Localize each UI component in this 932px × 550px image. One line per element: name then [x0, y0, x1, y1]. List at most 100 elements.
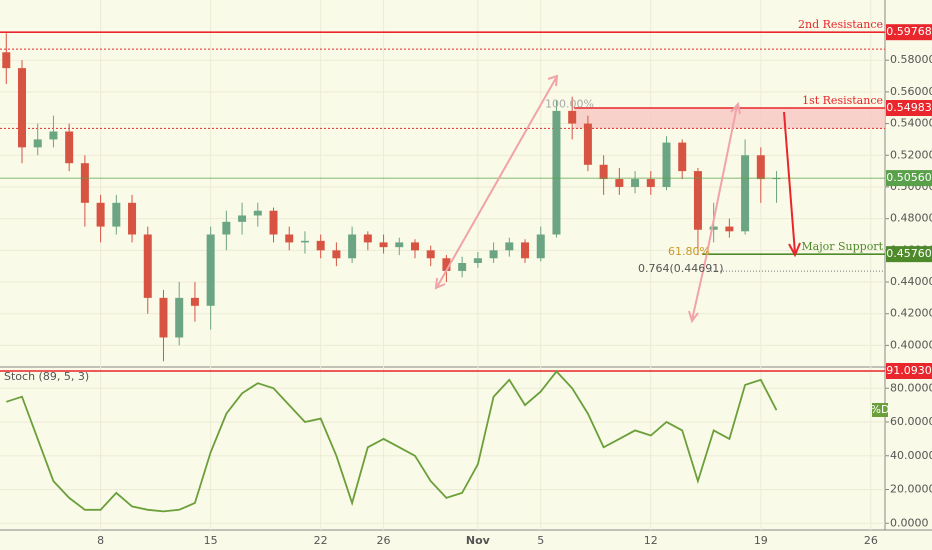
candle-body [631, 179, 640, 187]
arrow [436, 77, 557, 288]
candle-body [552, 110, 561, 235]
arrow [691, 257, 707, 321]
price-label: 91.0930 [886, 364, 932, 377]
arrow-head [688, 310, 699, 324]
candle-body [300, 240, 309, 243]
candle-body [709, 226, 718, 230]
candle-body [395, 242, 404, 248]
y-tick-label: 0.58000 [890, 53, 932, 66]
labels-layer: 8 15 22 26 Nov 5 12 19 26 0.40000 0.42000 0.44000 0.… [4, 18, 932, 547]
legend-box [872, 403, 888, 417]
y-tick-label: 0.44000 [890, 275, 932, 288]
candle-body [505, 242, 514, 251]
x-tick-label: 12 [644, 534, 658, 547]
y-tick-label: 0.56000 [890, 85, 932, 98]
price-label: 0.50560 [886, 171, 932, 184]
price-label: 0.59768 [886, 25, 932, 38]
candle-body [442, 258, 451, 271]
x-tick-label: 15 [204, 534, 218, 547]
y-tick-label: 0.52000 [890, 148, 932, 161]
candle-body [379, 242, 388, 248]
candle-body [662, 142, 671, 187]
x-tick-label: 26 [377, 534, 391, 547]
arrow-head [434, 277, 446, 290]
marks-layer [0, 31, 885, 513]
price-label: 0.54983 [886, 101, 932, 114]
annotation-arrows [434, 74, 801, 324]
candle-body [599, 164, 608, 180]
x-tick-label: 5 [537, 534, 544, 547]
candle-body [536, 234, 545, 259]
y-tick-label: 0.48000 [890, 212, 932, 225]
candle-body [568, 110, 577, 124]
candle-body [363, 234, 372, 243]
candle-body [159, 297, 168, 338]
candle-body [65, 131, 74, 164]
legend-label: %D [871, 403, 890, 416]
candle-body [316, 240, 325, 251]
candle-body [143, 234, 152, 298]
x-tick-label: 19 [754, 534, 768, 547]
candle-body [128, 202, 137, 235]
candle-body [772, 178, 781, 180]
candle-body [678, 142, 687, 172]
stoch-line [6, 370, 778, 513]
arrow [705, 105, 738, 259]
x-tick-label: 8 [97, 534, 104, 547]
candle-body [18, 68, 27, 148]
candle-body [458, 263, 467, 271]
candle-body [269, 210, 278, 235]
resistance-zone [574, 108, 885, 129]
fib-label: 61.80% [668, 245, 710, 258]
arrow-head [788, 242, 801, 258]
y-tick-label: 0.42000 [890, 307, 932, 320]
level-name: 2nd Resistance [798, 18, 883, 31]
y-tick-label: 60.0000 [890, 415, 932, 428]
indicator-title: Stoch (89, 5, 3) [4, 370, 89, 383]
x-tick-label: 26 [864, 534, 878, 547]
y-tick-label: 0.40000 [890, 338, 932, 351]
candle-body [646, 179, 655, 187]
price-label: 0.45760 [886, 247, 932, 260]
candle-body [80, 163, 89, 203]
fib-label: 100.00% [545, 98, 594, 111]
price-label-box [886, 170, 932, 187]
candle-body [332, 250, 341, 259]
candle-body [49, 131, 58, 140]
candle-body [426, 250, 435, 259]
x-tick-label: 22 [314, 534, 328, 547]
y-tick-label: 40.0000 [890, 449, 932, 462]
y-tick-label: 0.0000 [890, 516, 929, 529]
candle-body [583, 123, 592, 165]
arrow [783, 111, 796, 254]
candle-body [175, 297, 184, 338]
candle-body [190, 297, 199, 306]
level-name: 1st Resistance [802, 94, 883, 107]
candle-body [253, 210, 262, 216]
candle-body [693, 171, 702, 230]
price-label-box [886, 363, 932, 379]
candle-body [348, 234, 357, 259]
arrow-head [547, 74, 559, 87]
arrow-head [730, 101, 741, 115]
candle-body [473, 258, 482, 264]
y-tick-label: 20.0000 [890, 483, 932, 496]
candle-body [238, 215, 247, 222]
price-label-box [886, 246, 932, 263]
candle-body [285, 234, 294, 243]
candle-body [96, 202, 105, 227]
level-name: Major Support [801, 240, 883, 253]
candle-body [725, 226, 734, 232]
price-label-box [886, 100, 932, 117]
candle-body [2, 52, 11, 69]
candle-body [410, 242, 419, 251]
candle-body [521, 242, 530, 259]
candle-body [112, 202, 121, 227]
candle-body [489, 250, 498, 259]
fib-label: 0.764(0.44691) [638, 262, 724, 275]
candle-body [741, 155, 750, 232]
candle-body [756, 155, 765, 180]
